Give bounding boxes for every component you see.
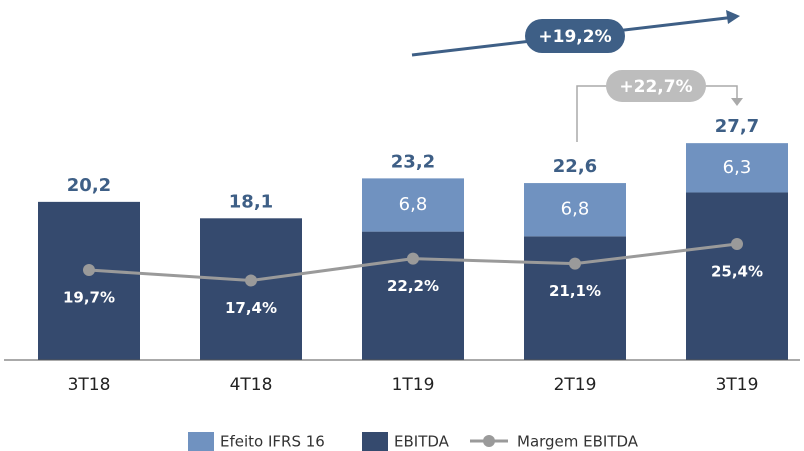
- value-label: 25,4%: [711, 263, 763, 281]
- legend-label: Margem EBITDA: [517, 433, 639, 451]
- line-marker: [731, 238, 743, 251]
- value-label: 6,8: [561, 199, 590, 220]
- value-label: 22,2%: [387, 277, 439, 295]
- legend-swatch: [362, 432, 388, 451]
- line-marker: [245, 274, 257, 287]
- x-tick-label: 1T19: [392, 375, 435, 395]
- bracket-head: [731, 98, 743, 106]
- bar-segment: [200, 218, 302, 360]
- value-label: 19,7%: [63, 289, 115, 307]
- x-tick-label: 4T18: [230, 375, 273, 395]
- legend-marker: [483, 435, 495, 447]
- bar-segment: [524, 183, 626, 237]
- bar-segment: [362, 231, 464, 360]
- total-label: 18,1: [229, 191, 273, 212]
- total-label: 23,2: [391, 151, 435, 172]
- total-label: 22,6: [553, 156, 597, 177]
- bar-segment: [38, 201, 140, 360]
- legend-swatch: [188, 432, 214, 451]
- total-label: 27,7: [715, 116, 759, 137]
- line-marker: [83, 264, 95, 277]
- bar-segment: [362, 178, 464, 232]
- x-tick-label: 2T19: [554, 375, 597, 395]
- line-marker: [407, 252, 419, 265]
- annotation-pill: [525, 19, 625, 53]
- value-label: 6,8: [399, 194, 428, 215]
- value-label: 6,3: [723, 157, 752, 178]
- bar-segment: [524, 236, 626, 360]
- annotation-pill: [606, 70, 706, 102]
- arrow-head: [726, 10, 740, 24]
- bar-segment: [686, 143, 788, 193]
- annotation: +22,7%: [619, 77, 692, 97]
- value-label: 21,1%: [549, 282, 601, 300]
- value-label: 17,4%: [225, 299, 277, 317]
- total-label: 20,2: [67, 175, 111, 196]
- legend-label: EBITDA: [394, 433, 450, 451]
- x-tick-label: 3T18: [68, 375, 111, 395]
- x-tick-label: 3T19: [716, 375, 759, 395]
- line-marker: [569, 257, 581, 270]
- legend-label: Efeito IFRS 16: [220, 433, 325, 451]
- annotation: +19,2%: [538, 27, 611, 47]
- bar-segment: [686, 192, 788, 360]
